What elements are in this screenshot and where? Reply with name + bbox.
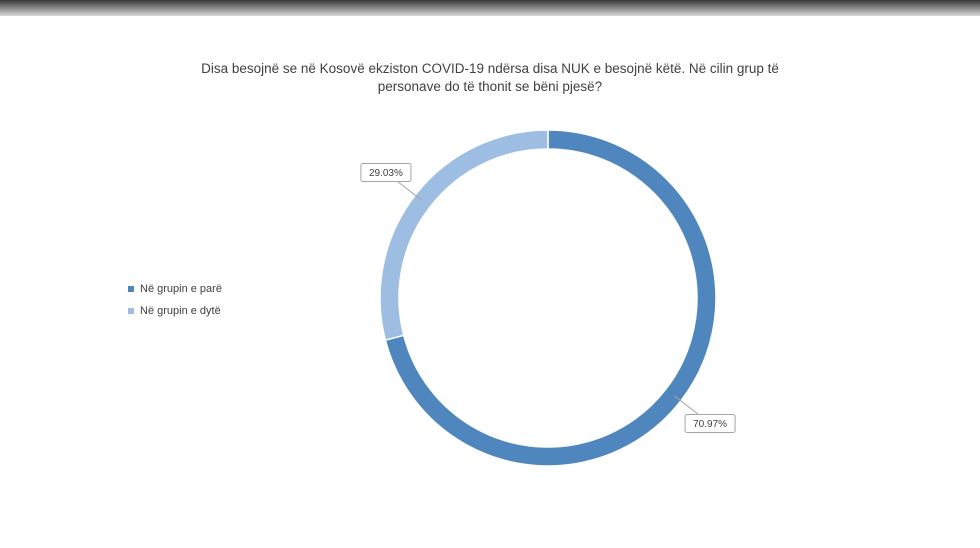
data-label-box [360,163,412,183]
legend-label: Në grupin e dytë [140,305,221,317]
window-top-bar [0,0,980,16]
chart-title: Disa besojnë se në Kosovë ekziston COVID… [201,61,779,94]
legend-swatch [128,286,134,292]
data-label: 29.03% [369,168,403,179]
legend-swatch [128,308,134,314]
data-label-box [684,413,736,433]
legend-label: Në grupin e parë [140,283,222,295]
donut-slice [379,129,549,342]
data-label: 70.97% [693,419,727,430]
